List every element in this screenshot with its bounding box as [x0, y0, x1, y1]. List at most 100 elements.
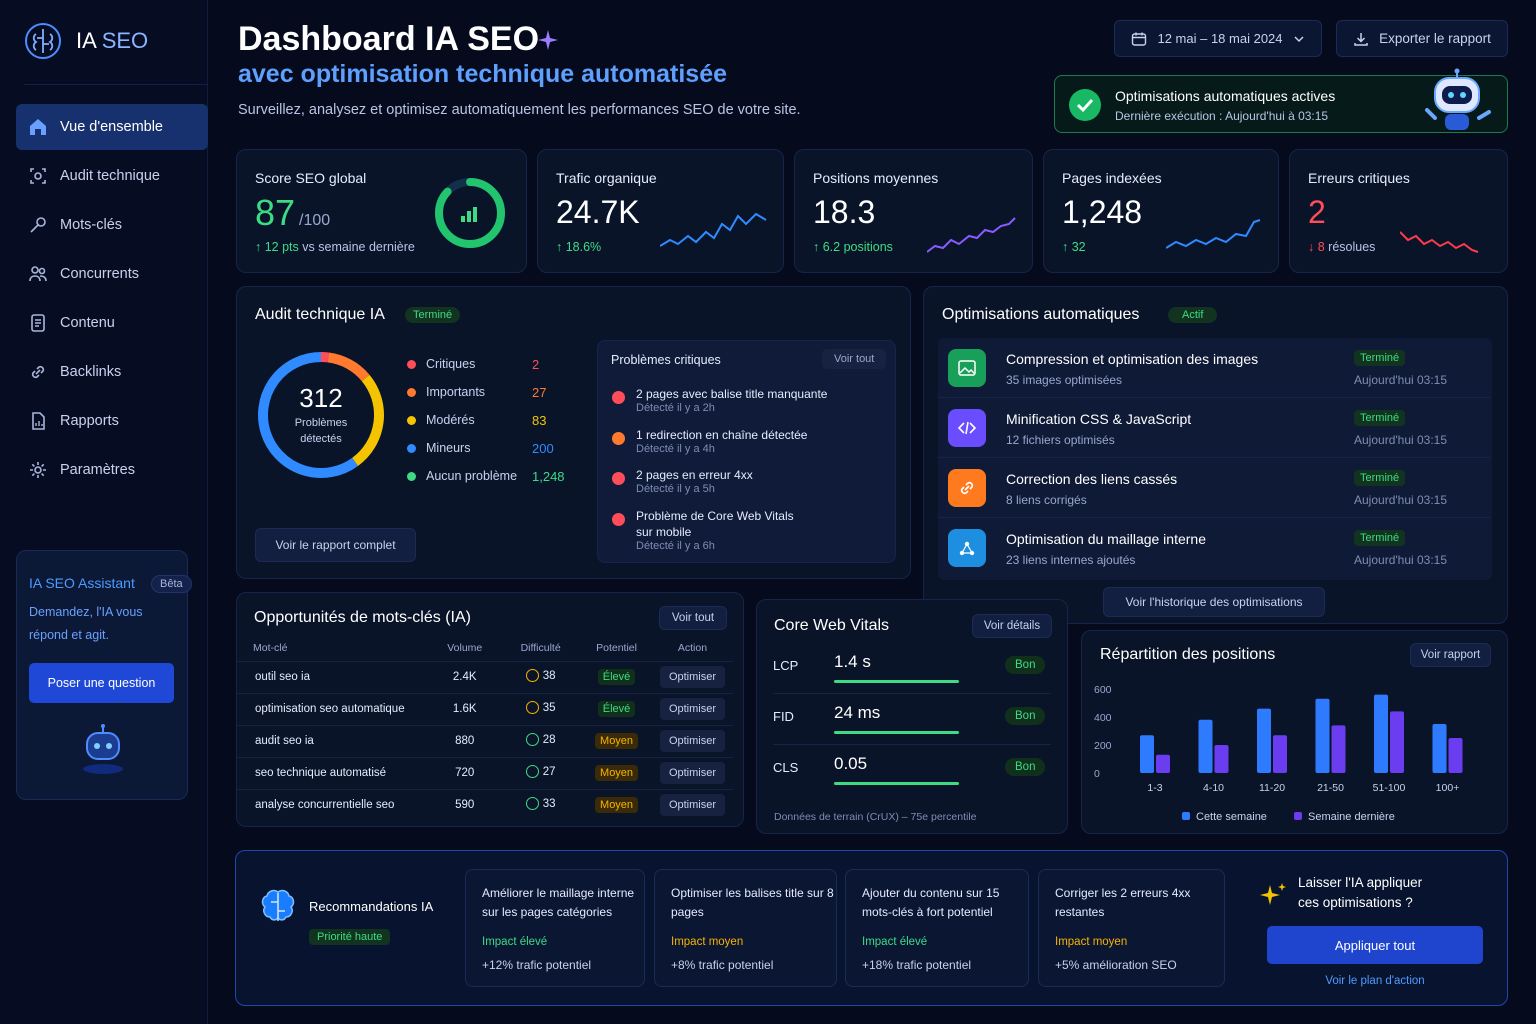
critical-issue-item[interactable]: 1 redirection en chaîne détectée Détecté … [610, 427, 880, 455]
optimization-item[interactable]: Correction des liens cassés 8 liens corri… [938, 458, 1490, 518]
bar [1156, 754, 1170, 773]
optimization-sub: 23 liens internes ajoutés [1006, 553, 1136, 567]
bar [1198, 719, 1213, 773]
legend-value: 200 [532, 440, 554, 456]
keyword-cell: audit seo ia [237, 724, 430, 757]
kpi-card-errors[interactable]: Erreurs critiques 2 ↓ 8 résolues [1289, 149, 1508, 273]
date-range-picker[interactable]: 12 mai – 18 mai 2024 [1114, 20, 1322, 57]
nav-item-settings[interactable]: Paramètres [16, 447, 208, 493]
volume-cell: 1.6K [429, 692, 501, 725]
positions-bar-chart: 600 400 200 0 1-3 4-10 11-20 21-50 51-100 100+ Cet… [1094, 684, 1463, 823]
auto-status-sub: Dernière exécution : Aujourd'hui à 03:15 [1115, 109, 1329, 123]
ask-question-button[interactable]: Poser une question [29, 663, 174, 703]
nav-item-audit[interactable]: Audit technique [16, 153, 208, 199]
legend-dot [407, 471, 416, 481]
kpi-delta: ↑ 32 [1062, 240, 1086, 254]
optimization-item[interactable]: Compression et optimisation des images 35… [938, 338, 1490, 398]
users-icon [29, 266, 47, 282]
action-cell: Optimiser [651, 692, 733, 725]
bar [1257, 708, 1271, 773]
nav-item-backlinks[interactable]: Backlinks [16, 349, 208, 395]
audit-legend-item: Mineurs 200 [407, 434, 567, 462]
assistant-panel: IA SEO Assistant Bêta Demandez, l'IA vou… [16, 550, 192, 800]
nav-item-reports[interactable]: Rapports [16, 398, 208, 444]
optimize-button[interactable]: Optimiser [659, 730, 726, 752]
nav-item-keywords[interactable]: Mots-clés [16, 202, 208, 248]
chart-report-button[interactable]: Voir rapport [1410, 643, 1491, 667]
recommendation-impact: Impact élevé [482, 936, 548, 948]
nav-item-content[interactable]: Contenu [16, 300, 208, 346]
key-icon [30, 217, 46, 233]
optimization-item[interactable]: Minification CSS & JavaScript 12 fichiers… [938, 398, 1490, 458]
keyword-row: optimisation seo automatique 1.6K 35 Élevé O… [237, 692, 733, 725]
cwv-value: 1.4 s [834, 652, 871, 671]
action-plan-link[interactable]: Voir le plan d'action [1325, 975, 1425, 987]
critical-issue-item[interactable]: 2 pages en erreur 4xx Détecté il y a 5h [610, 467, 880, 495]
kpi-card-positions[interactable]: Positions moyennes 18.3 ↑ 6.2 positions [794, 149, 1033, 273]
critical-see-all[interactable]: Voir tout [822, 349, 887, 369]
kpi-card-traffic[interactable]: Trafic organique 24.7K ↑ 18.6% [537, 149, 784, 273]
gear-icon [30, 462, 46, 478]
optimize-button[interactable]: Optimiser [659, 762, 726, 784]
optim-status-badge: Actif [1168, 307, 1218, 323]
report-icon [32, 412, 45, 430]
bar [1448, 738, 1463, 773]
legend-dot [407, 359, 416, 369]
optimize-button[interactable]: Optimiser [659, 698, 726, 720]
positions-chart-panel: Répartition des positions Voir rapport 6… [1081, 630, 1508, 834]
legend-label: Mineurs [426, 441, 471, 455]
recommendation-potential: +18% trafic potentiel [862, 958, 972, 972]
link-icon [31, 365, 45, 379]
keywords-header-cell: Volume [447, 641, 483, 654]
cwv-status: Bon [1005, 758, 1046, 776]
legend-value: 83 [532, 412, 547, 428]
apply-all-button[interactable]: Appliquer tout [1267, 926, 1483, 964]
critical-issue-item[interactable]: Problème de Core Web Vitals sur mobile Dét… [610, 508, 880, 552]
brand-logo[interactable]: IA SEO [24, 22, 148, 60]
optim-list: Compression et optimisation des images 35… [938, 338, 1492, 580]
keyword-row: outil seo ia 2.4K 38 Élevé Optimiser [237, 660, 733, 693]
nav-item-overview[interactable]: Vue d'ensemble [16, 104, 208, 150]
audit-legend-item: Critiques 2 [407, 350, 567, 378]
critical-issue-item[interactable]: 2 pages avec balise title manquante Détec… [610, 386, 880, 414]
nav-item-competitors[interactable]: Concurrents [16, 251, 208, 297]
audit-status-badge: Terminé [405, 307, 461, 323]
optimization-item[interactable]: Optimisation du maillage interne 23 liens… [938, 518, 1490, 578]
recommendation-card[interactable]: Corriger les 2 erreurs 4xx restantes Impa… [1038, 869, 1225, 987]
link-icon [948, 469, 986, 507]
optimization-sub: 12 fichiers optimisés [1006, 433, 1115, 447]
difficulty-ring [525, 797, 539, 811]
full-report-button[interactable]: Voir le rapport complet [255, 528, 416, 562]
optimize-button[interactable]: Optimiser [659, 794, 726, 817]
sparkle-icon [538, 30, 558, 50]
recommendation-impact: Impact moyen [1055, 936, 1128, 948]
legend-label: Importants [426, 385, 486, 399]
alert-icon [612, 391, 625, 404]
optimize-button[interactable]: Optimiser [659, 666, 726, 688]
difficulty-ring [525, 733, 539, 746]
kpi-title: Score SEO global [255, 170, 367, 186]
optimization-date: Aujourd'hui 03:15 [1354, 373, 1448, 387]
bar [1432, 724, 1447, 773]
export-button[interactable]: Exporter le rapport [1336, 20, 1508, 57]
recommendation-card[interactable]: Améliorer le maillage interne sur les pa… [465, 869, 645, 987]
recommendation-card[interactable]: Ajouter du contenu sur 15 mots-clés à fo… [845, 869, 1029, 987]
optim-history-button[interactable]: Voir l'historique des optimisations [1103, 587, 1325, 617]
nav-label: Contenu [60, 315, 115, 331]
cta-question-1: Laisser l'IA appliquer [1298, 875, 1423, 890]
export-label: Exporter le rapport [1379, 31, 1491, 46]
recommendation-card[interactable]: Optimiser les balises title sur 8 pages I… [654, 869, 837, 987]
cwv-value: 24 ms [834, 703, 881, 722]
audit-total-label-2: détectés [300, 433, 342, 445]
sparkle-icon [1260, 883, 1286, 905]
kpi-card-indexed[interactable]: Pages indexées 1,248 ↑ 32 [1043, 149, 1279, 273]
kpi-card-score[interactable]: Score SEO global 87/100 ↑ 12 pts vs sema… [236, 149, 527, 273]
audit-total: 312 [299, 383, 343, 413]
keywords-see-all[interactable]: Voir tout [659, 606, 727, 630]
nav-label: Backlinks [60, 364, 122, 380]
robot-icon [1425, 68, 1491, 130]
cwv-details-button[interactable]: Voir détails [972, 614, 1052, 638]
cwv-progress-bar [834, 731, 959, 734]
auto-status-title: Optimisations automatiques actives [1115, 88, 1336, 104]
bar [1273, 735, 1287, 773]
